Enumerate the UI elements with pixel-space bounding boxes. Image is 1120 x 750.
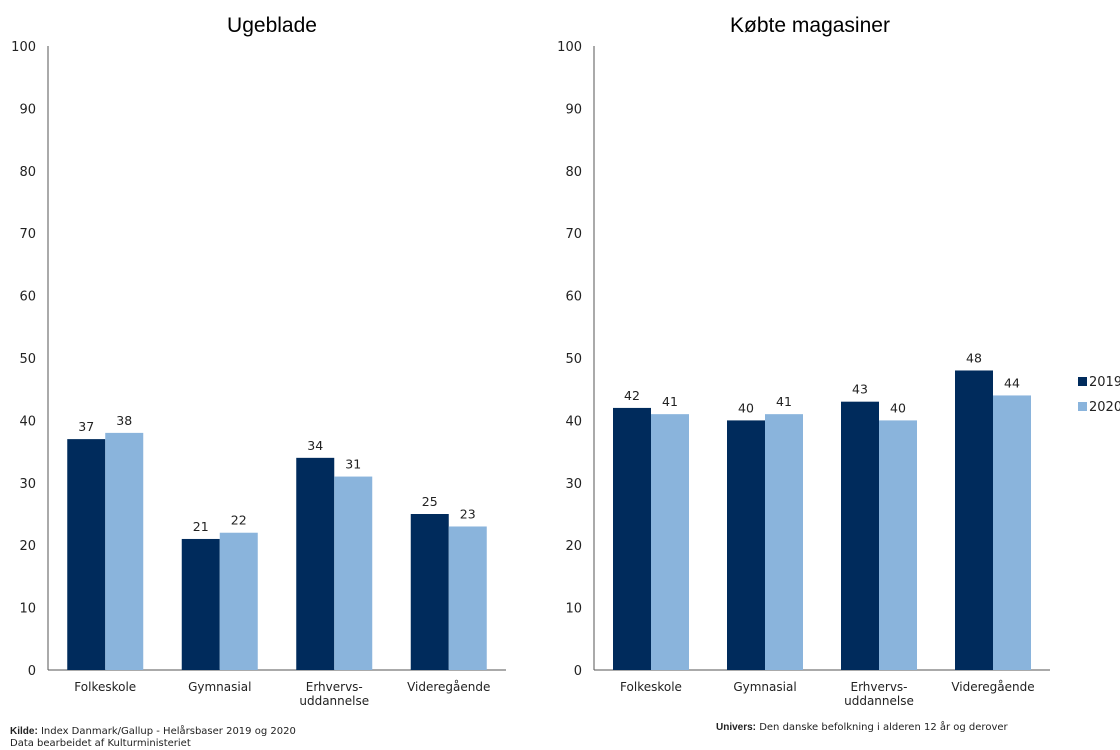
y-tick-label: 40 bbox=[565, 414, 582, 429]
category-label: Erhvervs- bbox=[306, 680, 363, 694]
chart-title: Købte magasiner bbox=[730, 14, 890, 37]
bar-2019 bbox=[67, 439, 106, 670]
y-tick-label: 50 bbox=[565, 352, 582, 367]
source-footnote: Kilde: Index Danmark/Gallup - Helårsbase… bbox=[10, 726, 296, 750]
y-tick-label: 100 bbox=[11, 40, 36, 55]
y-tick-label: 90 bbox=[19, 102, 36, 117]
category-label: Erhvervs- bbox=[850, 680, 907, 694]
bar-2020 bbox=[334, 476, 373, 670]
bar-2019 bbox=[296, 457, 335, 670]
legend-label: 2019 bbox=[1089, 375, 1120, 390]
category-label: Gymnasial bbox=[733, 680, 796, 694]
universe-text: Den danske befolkning i alderen 12 år og… bbox=[756, 722, 1008, 733]
category-label: uddannelse bbox=[299, 694, 369, 708]
data-label: 23 bbox=[460, 506, 476, 521]
data-label: 22 bbox=[231, 513, 247, 528]
category-label: Gymnasial bbox=[188, 680, 251, 694]
bar-2019 bbox=[841, 401, 879, 670]
y-tick-label: 70 bbox=[19, 227, 36, 242]
y-tick-label: 20 bbox=[19, 539, 36, 554]
category-label: Folkeskole bbox=[74, 680, 136, 694]
bar-2020 bbox=[993, 395, 1031, 670]
y-tick-label: 30 bbox=[565, 477, 582, 492]
source-label: Kilde: bbox=[10, 726, 38, 737]
y-tick-label: 60 bbox=[19, 290, 36, 305]
universe-footnote: Univers: Den danske befolkning i alderen… bbox=[716, 722, 1008, 734]
category-label: Videregående bbox=[951, 680, 1034, 694]
data-label: 41 bbox=[776, 394, 792, 409]
processed-note: Data bearbeidet af Kulturministeriet bbox=[10, 738, 191, 749]
bar-2019 bbox=[613, 407, 651, 670]
data-label: 34 bbox=[307, 438, 323, 453]
legend-swatch bbox=[1078, 402, 1087, 411]
y-tick-label: 70 bbox=[565, 227, 582, 242]
bar-2020 bbox=[879, 420, 917, 670]
y-tick-label: 90 bbox=[565, 102, 582, 117]
y-tick-label: 10 bbox=[19, 602, 36, 617]
universe-label: Univers: bbox=[716, 722, 757, 733]
y-tick-label: 60 bbox=[565, 290, 582, 305]
source-text: Index Danmark/Gallup - Helårsbaser 2019 … bbox=[37, 726, 296, 737]
bar-2020 bbox=[219, 532, 258, 670]
bar-2020 bbox=[651, 414, 689, 670]
data-label: 44 bbox=[1004, 375, 1020, 390]
category-label: uddannelse bbox=[844, 694, 914, 708]
data-label: 40 bbox=[890, 400, 906, 415]
y-tick-label: 40 bbox=[19, 414, 36, 429]
y-tick-label: 10 bbox=[565, 602, 582, 617]
bar-2020 bbox=[765, 414, 803, 670]
legend-swatch bbox=[1078, 377, 1087, 386]
bar-2020 bbox=[105, 432, 144, 670]
chart-title: Ugeblade bbox=[227, 14, 317, 37]
data-label: 48 bbox=[966, 350, 982, 365]
y-tick-label: 30 bbox=[19, 477, 36, 492]
y-tick-label: 0 bbox=[28, 664, 36, 679]
bar-2019 bbox=[181, 538, 220, 670]
y-tick-label: 100 bbox=[557, 40, 582, 55]
bar-2019 bbox=[727, 420, 765, 670]
data-label: 43 bbox=[852, 382, 868, 397]
bar-2019 bbox=[410, 514, 449, 670]
data-label: 37 bbox=[78, 419, 94, 434]
bar-2020 bbox=[448, 526, 487, 670]
data-label: 21 bbox=[193, 519, 209, 534]
data-label: 31 bbox=[345, 457, 361, 472]
y-tick-label: 50 bbox=[19, 352, 36, 367]
legend-label: 2020 bbox=[1089, 400, 1120, 415]
category-label: Folkeskole bbox=[620, 680, 682, 694]
data-label: 38 bbox=[116, 413, 132, 428]
y-tick-label: 0 bbox=[574, 664, 582, 679]
data-label: 42 bbox=[624, 388, 640, 403]
data-label: 25 bbox=[422, 494, 438, 509]
bar-2019 bbox=[955, 370, 993, 670]
data-label: 40 bbox=[738, 400, 754, 415]
data-label: 41 bbox=[662, 394, 678, 409]
y-tick-label: 20 bbox=[565, 539, 582, 554]
y-tick-label: 80 bbox=[19, 165, 36, 180]
y-tick-label: 80 bbox=[565, 165, 582, 180]
category-label: Videregående bbox=[407, 680, 490, 694]
